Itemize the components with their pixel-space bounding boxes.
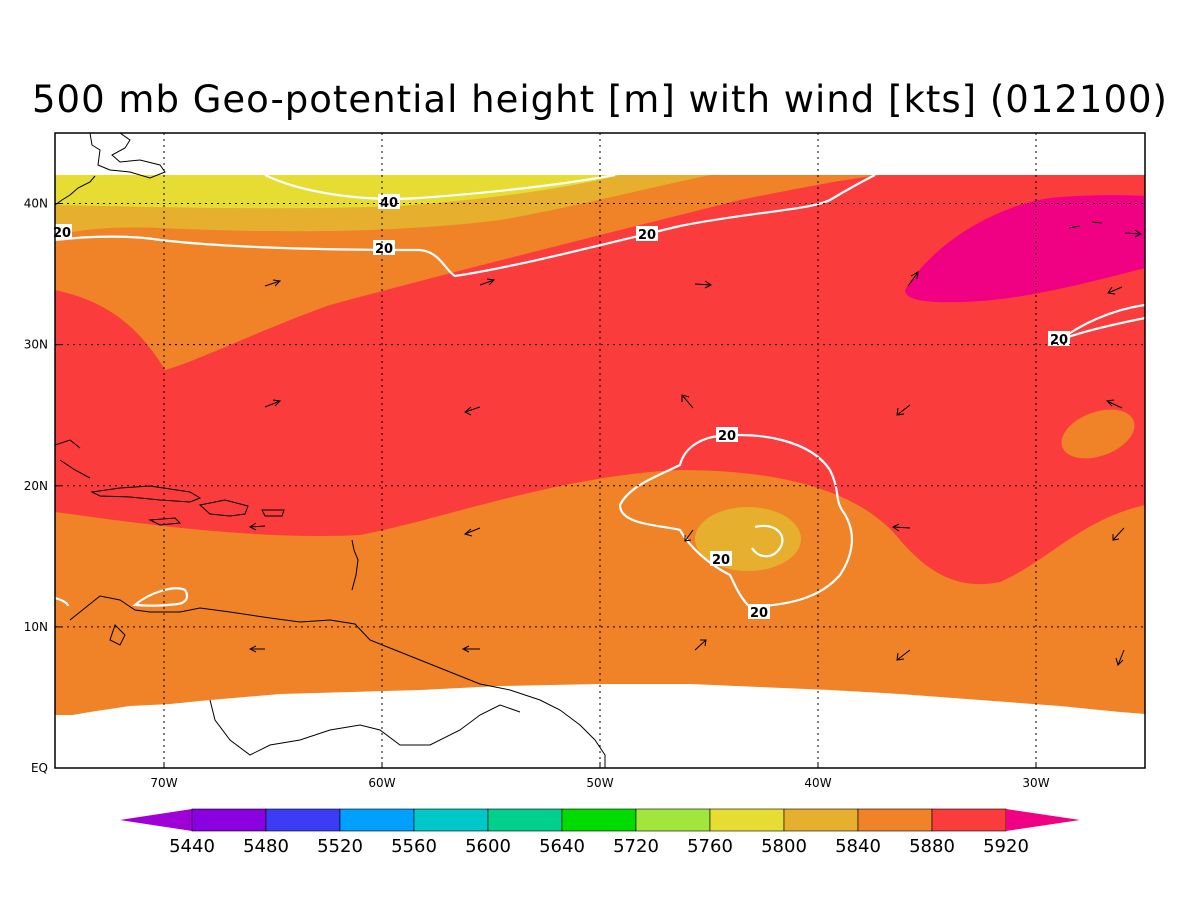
height-band-5800 bbox=[55, 175, 620, 209]
wind-arrow bbox=[896, 404, 911, 416]
colorbar-level-label: 5640 bbox=[539, 836, 585, 857]
colorbar-level-label: 5840 bbox=[835, 836, 881, 857]
colorbar-box bbox=[783, 808, 859, 832]
coast-puerto-rico bbox=[261, 509, 285, 517]
colorbar-level-label: 5720 bbox=[613, 836, 659, 857]
wind-contour-30-center bbox=[751, 524, 784, 558]
colorbar-box bbox=[635, 808, 711, 832]
coast-cuba bbox=[90, 485, 202, 503]
contour-label: 20 bbox=[712, 553, 730, 568]
colorbar-box bbox=[709, 808, 785, 832]
colorbar-box bbox=[413, 808, 489, 832]
coast-jamaica bbox=[148, 517, 182, 526]
wind-arrow bbox=[1124, 229, 1142, 238]
lat-tick-label: 20N bbox=[24, 479, 48, 493]
contour-label: 20 bbox=[750, 606, 768, 621]
contour-label: 20 bbox=[53, 226, 71, 241]
missing-data-south bbox=[55, 684, 1145, 768]
wind-arrow bbox=[479, 278, 496, 286]
colorbar-level-label: 5520 bbox=[317, 836, 363, 857]
wind-arrow bbox=[1112, 527, 1125, 541]
wind-vectors bbox=[248, 221, 1142, 666]
wind-arrow bbox=[681, 394, 694, 409]
contour-label: 20 bbox=[718, 429, 736, 444]
wind-contour-20-north bbox=[55, 174, 876, 278]
wind-arrow bbox=[694, 280, 712, 289]
colorbar-level-label: 5480 bbox=[243, 836, 289, 857]
colorbar-box bbox=[487, 808, 563, 832]
wind-arrow bbox=[248, 645, 265, 653]
colorbar-level-label: 5880 bbox=[909, 836, 955, 857]
wind-arrow bbox=[1068, 225, 1081, 229]
wind-contour-20-west bbox=[55, 587, 189, 607]
lat-lon-grid bbox=[55, 133, 1145, 769]
lon-tick-label: 50W bbox=[586, 776, 613, 790]
lon-tick-label: 30W bbox=[1022, 776, 1049, 790]
colorbar-box bbox=[265, 808, 341, 832]
lon-tick-label: 70W bbox=[150, 776, 177, 790]
wind-arrow bbox=[463, 527, 481, 537]
wind-arrow bbox=[694, 639, 707, 651]
lat-tick-label: 40N bbox=[24, 197, 48, 211]
colorbar-box bbox=[857, 808, 933, 832]
wind-contour-20-center bbox=[618, 433, 853, 609]
colorbar-high-arrow bbox=[1006, 809, 1080, 831]
wind-arrow bbox=[461, 645, 480, 653]
wind-contour-40 bbox=[264, 173, 616, 200]
coast-hispaniola bbox=[198, 499, 249, 517]
wind-arrow bbox=[1115, 649, 1125, 666]
height-band-5960 bbox=[905, 195, 1145, 303]
coast-bahamas bbox=[55, 439, 91, 479]
colorbar-level-label: 5760 bbox=[687, 836, 733, 857]
height-cell-east bbox=[1061, 409, 1135, 459]
coast-interior-borders bbox=[209, 699, 521, 756]
coast-maracaibo bbox=[109, 624, 126, 646]
colorbar-box bbox=[931, 808, 1007, 832]
coast-us-east bbox=[55, 175, 96, 206]
coast-lesser-antilles bbox=[351, 539, 359, 591]
contour-label: 40 bbox=[380, 196, 398, 211]
colorbar-box bbox=[561, 808, 637, 832]
lat-tick-labels: EQ 10N 20N 30N 40N bbox=[24, 197, 48, 775]
coast-south-america-north bbox=[69, 595, 606, 768]
wind-arrow bbox=[464, 406, 481, 416]
colorbar-box bbox=[191, 808, 267, 832]
wind-arrow bbox=[1107, 286, 1123, 295]
contour-label: 20 bbox=[1050, 333, 1068, 348]
colorbar-level-label: 5560 bbox=[391, 836, 437, 857]
lat-tick-label: EQ bbox=[31, 761, 48, 775]
chart-title: 500 mb Geo-potential height [m] with win… bbox=[32, 78, 1168, 121]
colorbar: 5440 5480 5520 5560 5600 5640 5720 5760 5800 5840… bbox=[120, 808, 1080, 857]
plot-frame bbox=[54, 132, 1146, 769]
wind-arrow bbox=[264, 279, 282, 287]
colorbar-low-arrow bbox=[120, 809, 192, 831]
colorbar-level-label: 5440 bbox=[169, 836, 215, 857]
wind-arrow bbox=[264, 399, 282, 408]
contour-labels: 40 20 20 20 20 20 20 20 bbox=[52, 194, 1070, 621]
colorbar-level-label: 5920 bbox=[983, 836, 1029, 857]
wind-speed-contours bbox=[55, 173, 1145, 609]
contour-label: 20 bbox=[375, 242, 393, 257]
wind-arrow bbox=[892, 523, 911, 532]
coast-new-england bbox=[89, 133, 166, 179]
lon-tick-label: 40W bbox=[804, 776, 831, 790]
coastlines bbox=[55, 133, 606, 768]
colorbar-level-label: 5800 bbox=[761, 836, 807, 857]
wind-arrow bbox=[907, 271, 919, 287]
wind-arrow bbox=[249, 522, 266, 531]
wind-arrow bbox=[1105, 399, 1123, 409]
lat-tick-label: 30N bbox=[24, 338, 48, 352]
wind-arrow bbox=[1091, 221, 1103, 224]
contour-label: 20 bbox=[638, 228, 656, 243]
lat-tick-label: 10N bbox=[24, 620, 48, 634]
colorbar-level-label: 5600 bbox=[465, 836, 511, 857]
colorbar-box bbox=[339, 808, 415, 832]
lon-tick-label: 60W bbox=[368, 776, 395, 790]
lon-tick-labels: 70W 60W 50W 40W 30W bbox=[150, 776, 1049, 790]
wind-arrow bbox=[684, 529, 694, 542]
wind-arrow bbox=[896, 649, 911, 661]
